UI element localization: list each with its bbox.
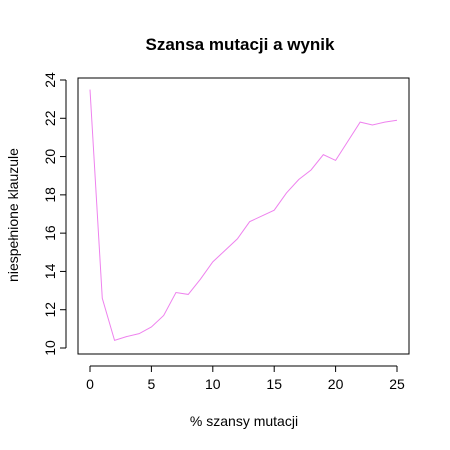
plot-area: 0 5 10 15 20 25 10 12 14 16 18 20 22 24	[42, 72, 410, 392]
y-tick-label: 20	[42, 149, 58, 165]
y-axis-label: niespełnione klauzule	[5, 148, 21, 282]
x-tick-label: 0	[86, 376, 94, 392]
y-tick-label: 16	[42, 225, 58, 241]
y-tick-label: 24	[42, 72, 58, 88]
x-tick-label: 10	[205, 376, 221, 392]
x-tick-label: 25	[389, 376, 405, 392]
y-tick-label: 18	[42, 187, 58, 203]
x-axis-label: % szansy mutacji	[190, 413, 298, 429]
y-tick-label: 12	[42, 302, 58, 318]
y-tick-label: 14	[42, 263, 58, 279]
chart-title: Szansa mutacji a wynik	[146, 35, 336, 54]
plot-frame	[77, 77, 410, 355]
x-tick-label: 5	[148, 376, 156, 392]
y-tick-label: 22	[42, 110, 58, 126]
x-tick-label: 20	[328, 376, 344, 392]
y-tick-label: 10	[42, 340, 58, 356]
series-line	[89, 89, 398, 341]
x-tick-label: 15	[266, 376, 282, 392]
